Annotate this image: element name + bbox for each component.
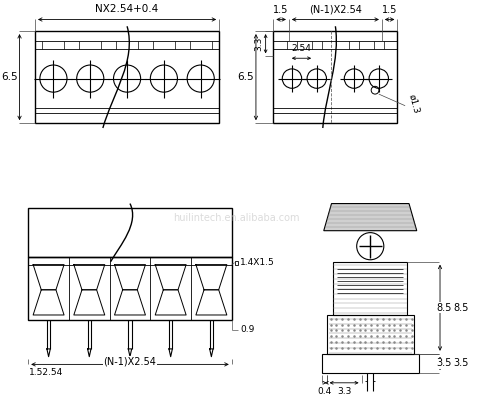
Text: (N-1)X2.54: (N-1)X2.54 [103, 357, 156, 366]
Text: 3.3: 3.3 [254, 37, 263, 51]
Text: 3.5: 3.5 [453, 359, 468, 368]
Text: 3.3: 3.3 [336, 387, 350, 396]
Text: 6.5: 6.5 [237, 72, 254, 82]
Text: 8.5: 8.5 [453, 303, 468, 313]
Text: 0.9: 0.9 [240, 325, 254, 334]
Text: ø1.3: ø1.3 [406, 93, 420, 114]
Text: 6.5: 6.5 [1, 72, 17, 82]
Bar [28, 208, 231, 257]
Bar [333, 262, 406, 315]
Text: 1.5: 1.5 [381, 4, 396, 15]
Text: 0.4: 0.4 [317, 387, 331, 396]
Text: 8.5: 8.5 [436, 303, 451, 313]
Text: 2.54: 2.54 [291, 44, 311, 53]
Text: huilintech.en.alibaba.com: huilintech.en.alibaba.com [173, 213, 299, 223]
Bar [35, 31, 219, 123]
Polygon shape [323, 204, 416, 231]
Bar [28, 257, 231, 320]
Text: 1.4X1.5: 1.4X1.5 [240, 258, 274, 267]
Bar [234, 261, 238, 265]
Text: 1.5: 1.5 [273, 4, 288, 15]
Bar [326, 315, 413, 354]
Bar [321, 354, 418, 373]
Text: (N-1)X2.54: (N-1)X2.54 [308, 4, 361, 15]
Text: 3.5: 3.5 [436, 359, 451, 368]
Text: NX2.54+0.4: NX2.54+0.4 [95, 4, 158, 14]
Bar [273, 31, 396, 123]
Text: 1.52.54: 1.52.54 [29, 368, 63, 377]
